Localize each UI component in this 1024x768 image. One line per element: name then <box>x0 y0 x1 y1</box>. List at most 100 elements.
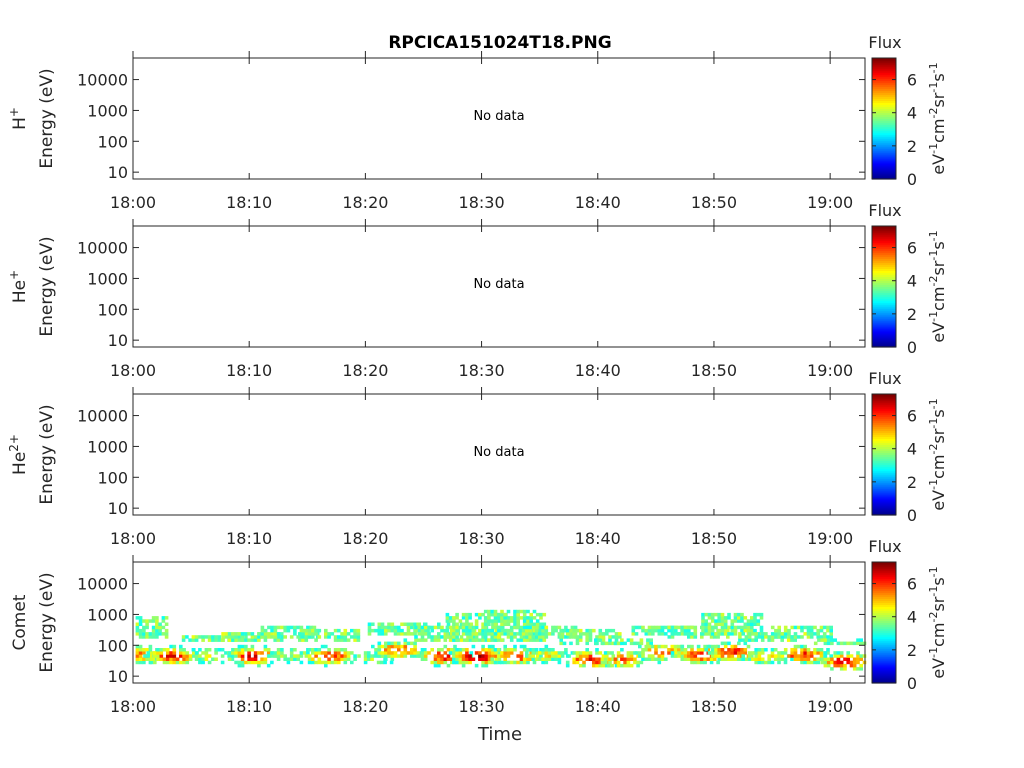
flux-cell <box>773 657 778 661</box>
flux-cell <box>614 635 619 639</box>
flux-cell <box>654 625 658 630</box>
flux-cell <box>701 632 705 636</box>
flux-cell <box>598 660 603 665</box>
flux-cell <box>856 657 860 661</box>
flux-cell <box>506 651 511 655</box>
flux-cell <box>522 609 527 614</box>
colorbar-step <box>872 258 896 261</box>
flux-cell <box>289 651 294 655</box>
flux-cell <box>723 622 728 626</box>
flux-cell <box>846 660 850 665</box>
flux-cell <box>767 654 771 658</box>
flux-cell <box>487 612 491 617</box>
flux-cell <box>400 622 404 626</box>
flux-cell <box>397 644 401 649</box>
colorbar-step <box>872 614 896 618</box>
flux-cell <box>466 635 470 639</box>
flux-cell <box>214 657 218 661</box>
flux-cell <box>532 638 537 642</box>
y-tick-label: 10 <box>108 331 128 350</box>
flux-cell <box>343 632 348 636</box>
flux-cell <box>452 635 456 639</box>
burst-20 <box>813 638 867 671</box>
flux-cell <box>822 625 827 630</box>
flux-cell <box>646 638 650 642</box>
flux-cell <box>293 625 297 630</box>
flux-cell <box>667 648 671 652</box>
flux-cell <box>314 660 318 665</box>
flux-cell <box>452 651 456 655</box>
flux-cell <box>337 657 341 661</box>
flux-cell <box>664 644 668 649</box>
flux-cell <box>601 632 606 636</box>
flux-cell <box>740 628 744 633</box>
flux-cell <box>304 654 309 658</box>
flux-cell <box>455 660 459 665</box>
flux-cell <box>575 654 580 658</box>
flux-cell <box>710 625 715 630</box>
flux-cell <box>783 635 788 639</box>
flux-cell <box>544 628 549 633</box>
flux-cell <box>487 632 491 636</box>
flux-cell <box>737 651 741 655</box>
flux-cell <box>629 638 634 642</box>
x-tick-label: 19:00 <box>807 529 853 548</box>
flux-cell <box>257 651 261 655</box>
flux-cell <box>707 644 712 649</box>
flux-cell <box>166 654 170 658</box>
flux-cell <box>641 654 645 658</box>
flux-cell <box>484 660 489 665</box>
flux-cell <box>547 654 552 658</box>
flux-cell <box>311 635 315 639</box>
flux-cell <box>350 651 354 655</box>
no-data-label: No data <box>473 277 524 292</box>
flux-cell <box>450 660 454 665</box>
flux-cell <box>340 635 344 639</box>
flux-cell <box>430 628 434 633</box>
panel-1: 18:00 18:10 18:20 18:30 18:40 18:50 19:0010100… <box>7 33 948 212</box>
flux-cell <box>703 644 707 649</box>
flux-cell <box>240 635 244 639</box>
flux-cell <box>830 660 834 665</box>
flux-cell <box>377 648 382 652</box>
flux-cell <box>565 660 570 665</box>
flux-cell <box>506 622 511 626</box>
flux-cell <box>660 625 665 630</box>
flux-cell <box>413 651 417 655</box>
flux-cell <box>240 663 245 668</box>
flux-cell <box>575 638 580 642</box>
flux-cell <box>324 660 328 665</box>
flux-cell <box>276 632 281 636</box>
flux-cell <box>529 612 533 617</box>
flux-cell <box>393 654 398 658</box>
flux-cell <box>608 657 612 661</box>
flux-cell <box>384 648 388 652</box>
flux-cell <box>519 651 524 655</box>
colorbar-tick-label: 0 <box>907 338 917 357</box>
flux-cell <box>214 651 218 655</box>
flux-cell <box>598 632 603 636</box>
flux-cell <box>780 654 785 658</box>
colorbar-step <box>872 250 896 253</box>
flux-cell <box>646 641 650 646</box>
flux-cell <box>491 622 495 626</box>
flux-cell <box>740 612 744 617</box>
flux-cell <box>437 638 441 642</box>
flux-cell <box>450 628 454 633</box>
flux-cell <box>198 654 202 658</box>
flux-unit: eV-1cm-2sr-1s-1 <box>927 230 948 342</box>
flux-cell <box>806 651 811 655</box>
flux-cell <box>654 651 658 655</box>
flux-cell <box>487 657 492 661</box>
colorbar-step <box>872 162 896 166</box>
flux-cell <box>710 651 715 655</box>
colorbar-step <box>872 408 896 411</box>
y-axis-label: Energy (eV) <box>37 572 57 672</box>
flux-cell <box>720 657 725 661</box>
x-tick-label: 18:40 <box>575 193 621 212</box>
flux-cell <box>343 628 348 633</box>
flux-cell <box>493 619 498 623</box>
colorbar-step <box>872 562 896 565</box>
flux-cell <box>453 644 457 649</box>
flux-cell <box>750 628 754 633</box>
